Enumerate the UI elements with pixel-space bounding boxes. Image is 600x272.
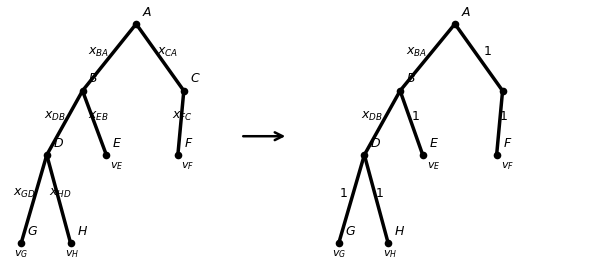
Text: $\mathit{x_{EB}}$: $\mathit{x_{EB}}$ — [88, 110, 109, 123]
Text: $\mathit{v}_{F}$: $\mathit{v}_{F}$ — [181, 160, 194, 172]
Text: $1$: $1$ — [338, 187, 347, 200]
Text: $\mathit{H}$: $\mathit{H}$ — [77, 225, 88, 238]
Text: $\mathit{E}$: $\mathit{E}$ — [428, 137, 439, 150]
Text: $\mathit{v}_{H}$: $\mathit{v}_{H}$ — [65, 248, 79, 260]
Text: $\mathit{G}$: $\mathit{G}$ — [344, 225, 356, 238]
Text: $\mathit{B}$: $\mathit{B}$ — [406, 72, 416, 85]
Text: $\mathit{x_{DB}}$: $\mathit{x_{DB}}$ — [44, 110, 65, 123]
Text: $\mathit{x_{BA}}$: $\mathit{x_{BA}}$ — [88, 45, 109, 58]
Text: $\mathit{A}$: $\mathit{A}$ — [142, 5, 152, 18]
Text: $\mathit{x_{BA}}$: $\mathit{x_{BA}}$ — [406, 45, 427, 58]
Text: $\mathit{v}_{E}$: $\mathit{v}_{E}$ — [427, 160, 440, 172]
Text: $\mathit{F}$: $\mathit{F}$ — [184, 137, 193, 150]
Text: $\mathit{v}_{F}$: $\mathit{v}_{F}$ — [501, 160, 514, 172]
Text: $\mathit{D}$: $\mathit{D}$ — [53, 137, 64, 150]
Text: $\mathit{A}$: $\mathit{A}$ — [461, 5, 471, 18]
Text: $\mathit{v}_{G}$: $\mathit{v}_{G}$ — [14, 248, 28, 260]
Text: $\mathit{F}$: $\mathit{F}$ — [503, 137, 512, 150]
Text: $\mathit{E}$: $\mathit{E}$ — [112, 137, 122, 150]
Text: $\mathit{x_{FC}}$: $\mathit{x_{FC}}$ — [172, 110, 193, 123]
Text: $\mathit{B}$: $\mathit{B}$ — [88, 72, 98, 85]
Text: $\mathit{D}$: $\mathit{D}$ — [370, 137, 382, 150]
Text: $\mathit{x_{CA}}$: $\mathit{x_{CA}}$ — [157, 45, 178, 58]
Text: $\mathit{x_{DB}}$: $\mathit{x_{DB}}$ — [361, 110, 382, 123]
Text: $\mathit{v}_{E}$: $\mathit{v}_{E}$ — [110, 160, 123, 172]
Text: $1$: $1$ — [375, 187, 383, 200]
Text: $\mathit{v}_{H}$: $\mathit{v}_{H}$ — [383, 248, 397, 260]
Text: $1$: $1$ — [499, 110, 508, 123]
Text: $1$: $1$ — [410, 110, 419, 123]
Text: $\mathit{x_{GD}}$: $\mathit{x_{GD}}$ — [13, 187, 36, 200]
Text: $\mathit{G}$: $\mathit{G}$ — [27, 225, 38, 238]
Text: $\mathit{H}$: $\mathit{H}$ — [394, 225, 405, 238]
Text: $\mathit{x_{HD}}$: $\mathit{x_{HD}}$ — [49, 187, 72, 200]
Text: $1$: $1$ — [484, 45, 492, 58]
Text: $\mathit{v}_{G}$: $\mathit{v}_{G}$ — [332, 248, 346, 260]
Text: $\mathit{C}$: $\mathit{C}$ — [190, 72, 200, 85]
